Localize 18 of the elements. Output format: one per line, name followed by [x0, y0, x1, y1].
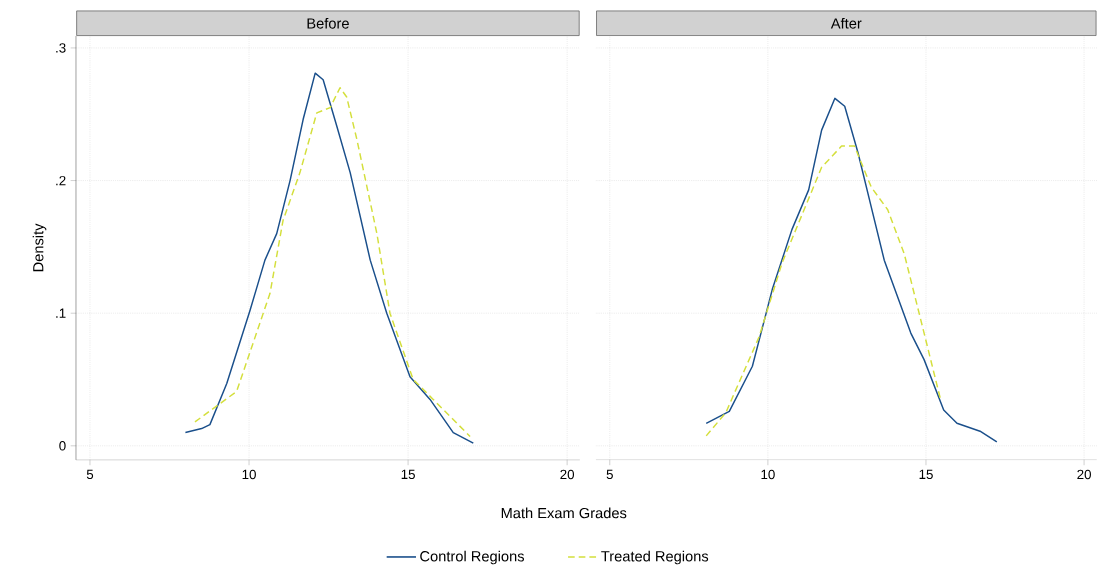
- x-tick-label: 10: [242, 469, 256, 480]
- chart-title: Before: [307, 17, 349, 29]
- x-tick-label: 15: [919, 469, 933, 480]
- x-tick-label: 5: [86, 469, 94, 480]
- x-tick-label: 5: [606, 469, 613, 480]
- x-tick-label: 10: [761, 469, 775, 480]
- y-tick-label: .2: [56, 175, 66, 186]
- x-tick-label: 20: [1077, 469, 1091, 480]
- y-tick-label: .1: [56, 308, 66, 318]
- legend-label: Treated Regions: [601, 550, 709, 565]
- x-axis-title: Math Exam Grades: [501, 507, 627, 519]
- y-tick-label: 0: [59, 441, 66, 451]
- chart-title: After: [830, 17, 862, 29]
- x-tick-label: 20: [560, 469, 575, 480]
- x-tick-label: 15: [401, 469, 415, 480]
- y-tick-label: .3: [56, 43, 66, 53]
- legend-label: Control Regions: [420, 550, 525, 565]
- y-axis-title: Density: [32, 223, 47, 272]
